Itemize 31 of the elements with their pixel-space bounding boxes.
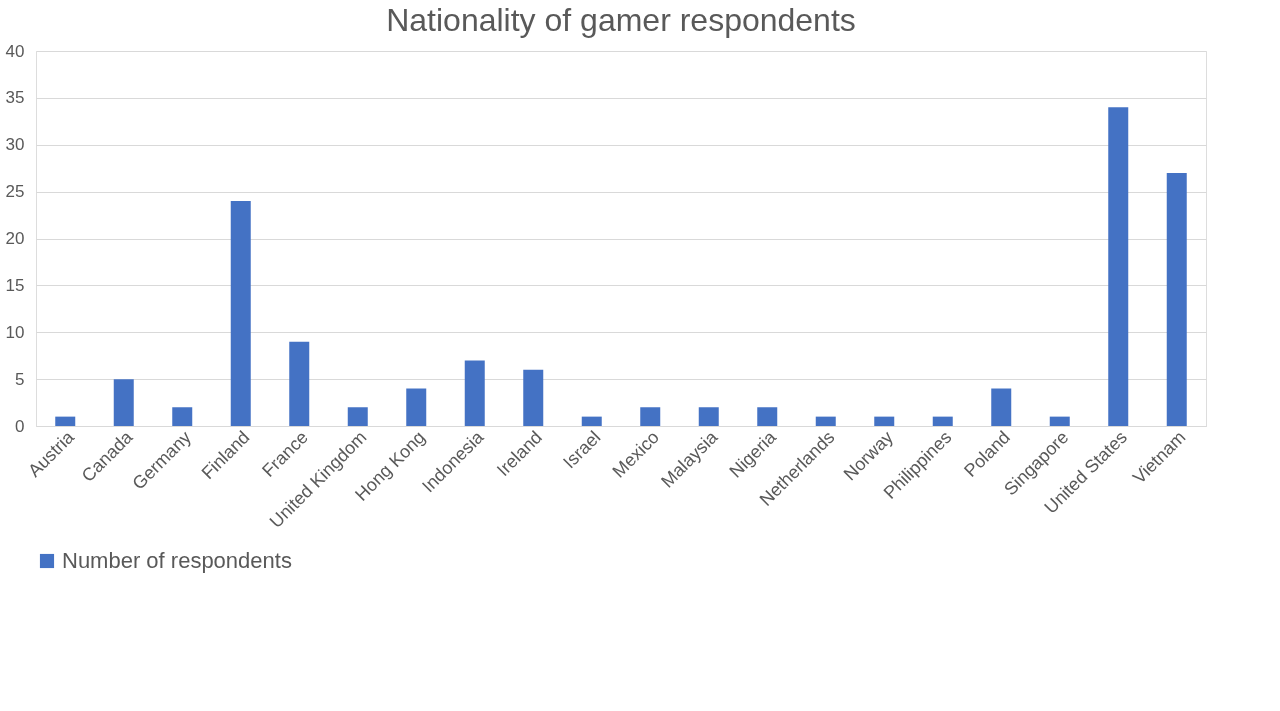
bar: [932, 416, 953, 426]
bar: [991, 388, 1012, 426]
chart-title: Nationality of gamer respondents: [386, 2, 856, 38]
bar: [640, 407, 661, 426]
y-tick-label: 25: [5, 182, 25, 202]
bar: [406, 388, 427, 426]
bar: [230, 201, 251, 426]
legend-label: Number of respondents: [62, 548, 292, 573]
bar: [581, 416, 602, 426]
bar: [55, 416, 76, 426]
bar: [523, 369, 544, 426]
bar: [698, 407, 719, 426]
bar: [289, 341, 310, 426]
bar: [1166, 172, 1187, 426]
bar: [1049, 416, 1070, 426]
y-tick-label: 40: [5, 41, 25, 61]
y-tick-label: 0: [15, 416, 25, 436]
bar: [464, 360, 485, 426]
bar: [757, 407, 778, 426]
y-tick-label: 30: [5, 135, 25, 155]
y-tick-label: 15: [5, 275, 25, 295]
y-tick-label: 5: [15, 369, 25, 389]
y-tick-label: 10: [5, 322, 25, 342]
y-tick-label: 35: [5, 88, 25, 108]
y-tick-label: 20: [5, 229, 25, 248]
bar: [874, 416, 895, 426]
bar: [113, 379, 134, 426]
bar: [347, 407, 368, 426]
bar: [815, 416, 836, 426]
bar: [1108, 107, 1129, 426]
bar: [172, 407, 193, 426]
